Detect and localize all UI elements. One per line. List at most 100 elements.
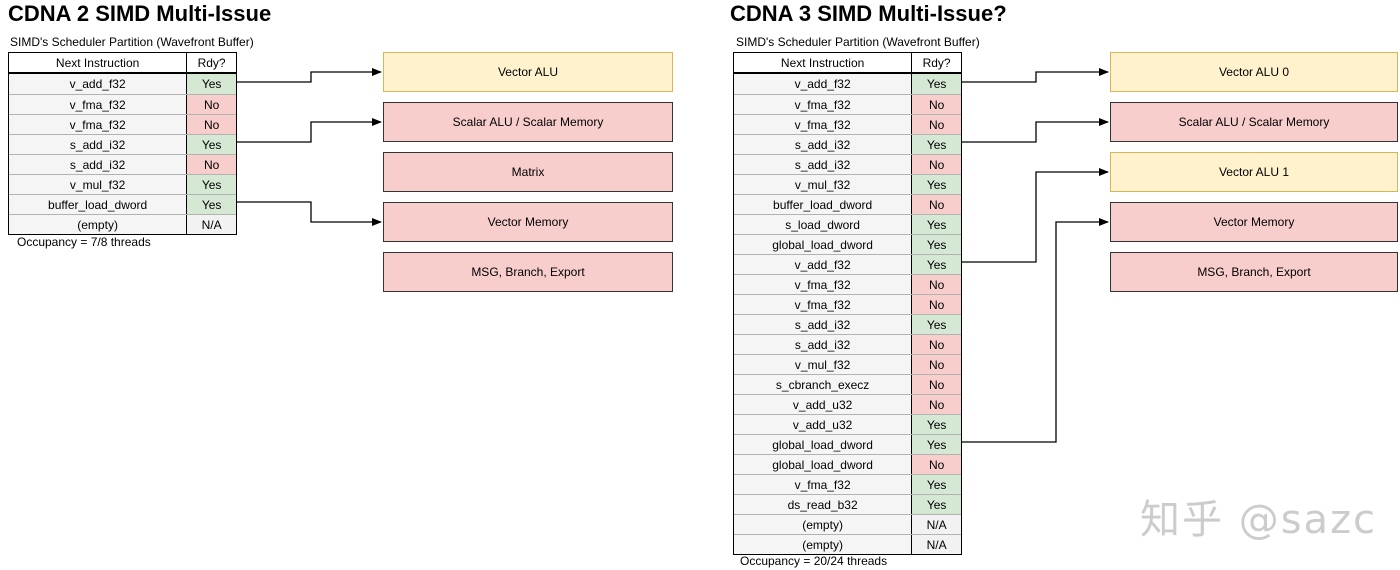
instruction-cell: v_mul_f32 [734,355,912,374]
ready-cell: Yes [186,175,236,194]
ready-cell: No [911,295,961,314]
instruction-cell: v_fma_f32 [734,275,912,294]
instruction-cell: s_add_i32 [734,335,912,354]
table-row: v_add_f32 Yes [9,74,236,94]
table-row: v_fma_f32 No [734,274,961,294]
watermark: 知乎 @sazc [1140,497,1378,543]
ready-cell: Yes [911,235,961,254]
unit-box-scalar-alu-scalar-memory: Scalar ALU / Scalar Memory [383,102,673,142]
table-row: v_add_f32 Yes [734,74,961,94]
instruction-cell: (empty) [734,535,912,554]
table-row: (empty) N/A [9,214,236,234]
ready-cell: N/A [186,215,236,234]
instruction-cell: v_add_f32 [734,255,912,274]
diagram-title-cdna2: CDNA 2 SIMD Multi-Issue [8,1,272,26]
table-row: global_load_dword Yes [734,234,961,254]
table-row: v_add_u32 No [734,394,961,414]
instruction-cell: v_fma_f32 [9,115,187,134]
issue-arrow [237,68,382,83]
issue-arrow [962,118,1109,143]
ready-cell: Yes [911,495,961,514]
wavefront-buffer-table-cdna3: Next Instruction Rdy? v_add_f32 Yes v_fma_f3… [733,52,962,555]
instruction-cell: v_fma_f32 [9,95,187,114]
instruction-cell: s_add_i32 [9,155,187,174]
table-header-row: Next Instruction Rdy? [9,53,236,74]
instruction-cell: global_load_dword [734,235,912,254]
instruction-cell: global_load_dword [734,435,912,454]
column-header-next-instruction: Next Instruction [55,55,140,70]
instruction-cell: buffer_load_dword [9,195,187,214]
ready-cell: Yes [911,435,961,454]
ready-cell: Yes [911,175,961,194]
occupancy-label-cdna3: Occupancy = 20/24 threads [740,554,888,568]
instruction-cell: buffer_load_dword [734,195,912,214]
instruction-cell: v_fma_f32 [734,95,912,114]
instruction-cell: s_load_dword [734,215,912,234]
ready-cell: Yes [911,475,961,494]
ready-cell: Yes [186,74,236,94]
unit-box-vector-alu-0: Vector ALU 0 [1110,52,1398,92]
table-row: (empty) N/A [734,534,961,554]
instruction-cell: v_add_u32 [734,395,912,414]
occupancy-label-cdna2: Occupancy = 7/8 threads [17,235,151,249]
table-row: v_add_f32 Yes [734,254,961,274]
unit-box-vector-memory: Vector Memory [1110,202,1398,242]
scheduler-partition-label: SIMD's Scheduler Partition (Wavefront Bu… [736,35,980,49]
table-header-row: Next Instruction Rdy? [734,53,961,74]
ready-cell: Yes [186,135,236,154]
table-row: s_add_i32 No [9,154,236,174]
ready-cell: No [911,95,961,114]
table-row: s_add_i32 Yes [734,314,961,334]
ready-cell: No [911,355,961,374]
column-header-next-instruction: Next Instruction [780,55,865,70]
instruction-cell: s_cbranch_execz [734,375,912,394]
table-row: s_add_i32 Yes [9,134,236,154]
issue-arrow [237,118,382,143]
ready-cell: No [911,375,961,394]
ready-cell: Yes [911,215,961,234]
column-header-ready: Rdy? [911,53,961,72]
instruction-cell: v_fma_f32 [734,295,912,314]
table-row: s_load_dword Yes [734,214,961,234]
ready-cell: No [911,275,961,294]
scheduler-partition-label: SIMD's Scheduler Partition (Wavefront Bu… [10,35,254,49]
unit-box-matrix: Matrix [383,152,673,192]
instruction-cell: s_add_i32 [734,155,912,174]
ready-cell: No [911,195,961,214]
ready-cell: Yes [911,315,961,334]
ready-cell: No [911,115,961,134]
table-row: v_add_u32 Yes [734,414,961,434]
table-row: global_load_dword No [734,454,961,474]
table-row: s_cbranch_execz No [734,374,961,394]
ready-cell: Yes [911,415,961,434]
table-row: v_fma_f32 No [9,114,236,134]
instruction-cell: ds_read_b32 [734,495,912,514]
instruction-cell: s_add_i32 [9,135,187,154]
table-row: v_fma_f32 No [734,94,961,114]
ready-cell: N/A [911,515,961,534]
ready-cell: No [911,455,961,474]
issue-arrow [962,68,1109,83]
instruction-cell: v_add_f32 [734,74,912,94]
instruction-cell: v_fma_f32 [734,115,912,134]
table-row: s_add_i32 Yes [734,134,961,154]
ready-cell: Yes [911,135,961,154]
instruction-cell: v_add_u32 [734,415,912,434]
instruction-cell: s_add_i32 [734,135,912,154]
column-header-ready: Rdy? [186,53,236,72]
table-row: s_add_i32 No [734,154,961,174]
ready-cell: No [911,155,961,174]
unit-box-msg-branch-export: MSG, Branch, Export [383,252,673,292]
ready-cell: No [186,115,236,134]
ready-cell: No [186,95,236,114]
table-row: v_mul_f32 Yes [9,174,236,194]
instruction-cell: global_load_dword [734,455,912,474]
diagram-title-cdna3: CDNA 3 SIMD Multi-Issue? [730,1,1007,26]
ready-cell: No [911,395,961,414]
wavefront-buffer-table-cdna2: Next Instruction Rdy? v_add_f32 Yes v_fma_f3… [8,52,237,235]
ready-cell: Yes [911,74,961,94]
table-row: s_add_i32 No [734,334,961,354]
ready-cell: No [186,155,236,174]
table-row: (empty) N/A [734,514,961,534]
